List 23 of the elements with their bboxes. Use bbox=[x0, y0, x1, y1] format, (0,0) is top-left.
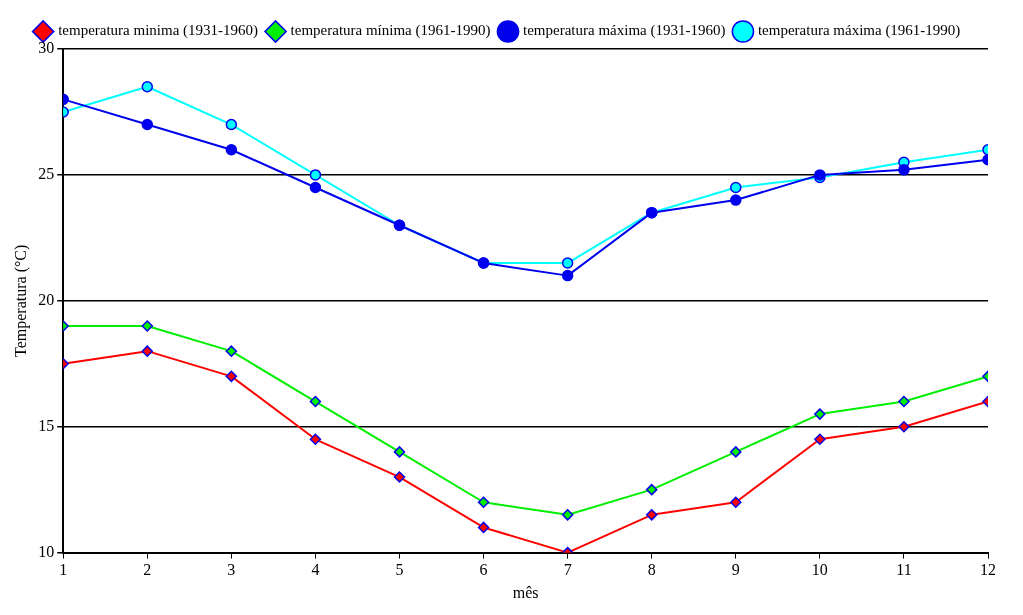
y-tick-label: 15 bbox=[38, 416, 55, 434]
y-tick-label: 30 bbox=[38, 39, 55, 57]
x-tick-label: 6 bbox=[479, 561, 488, 579]
x-axis-title: mês bbox=[512, 583, 539, 601]
x-tick-label: 10 bbox=[811, 561, 828, 579]
x-tick-label: 5 bbox=[395, 561, 404, 579]
legend-label: temperatura minima (1931-1960) bbox=[58, 22, 259, 40]
x-tick-label: 4 bbox=[311, 561, 320, 579]
x-tick-label: 11 bbox=[896, 561, 912, 579]
legend-label: temperatura máxima (1961-1990) bbox=[757, 22, 961, 40]
legend-label: temperatura máxima (1931-1960) bbox=[523, 22, 726, 40]
x-tick-label: 7 bbox=[563, 561, 572, 579]
y-tick-label: 25 bbox=[38, 165, 55, 183]
x-tick-label: 9 bbox=[731, 561, 740, 579]
y-axis-title: Temperatura (°C) bbox=[11, 244, 30, 357]
x-tick-label: 1 bbox=[59, 561, 68, 579]
x-tick-label: 3 bbox=[227, 561, 236, 579]
y-tick-label: 10 bbox=[38, 542, 55, 560]
x-tick-label: 12 bbox=[980, 561, 996, 579]
legend-label: temperatura mínima (1961-1990) bbox=[290, 22, 491, 40]
y-tick-label: 20 bbox=[38, 291, 55, 308]
x-tick-label: 8 bbox=[647, 561, 656, 579]
x-tick-label: 2 bbox=[143, 561, 152, 579]
